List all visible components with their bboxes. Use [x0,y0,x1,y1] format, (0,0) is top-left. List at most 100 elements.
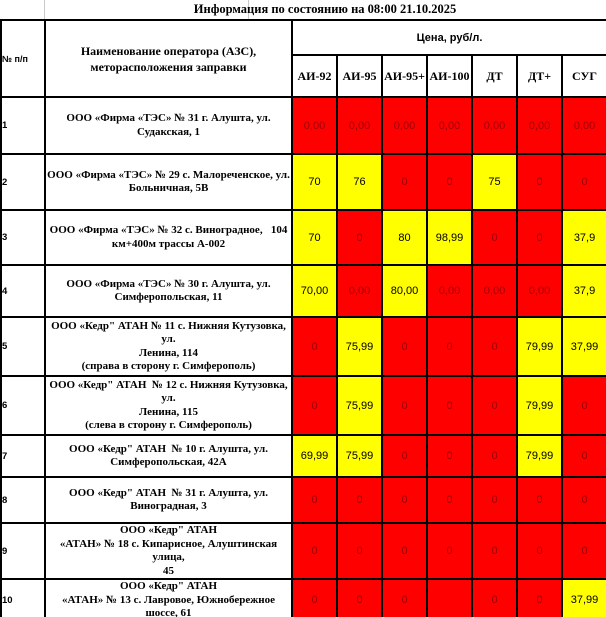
price-cell-СУГ: 0 [560,476,606,524]
price-cell-АИ-95+: 0 [381,434,428,478]
price-cell-АИ-100 [426,578,473,617]
price-cell-АИ-100: 0 [426,522,473,580]
fuel-column-header: ДТ [471,54,518,98]
price-cell-ДТ+: 0 [516,209,563,266]
price-cell-АИ-95+: 0 [381,375,428,436]
title-strip: Информация по состоянию на 08:00 21.10.2… [0,0,606,19]
price-cell-ДТ: 0 [471,316,518,377]
row-number: 2 [0,153,46,211]
row-number: 8 [0,476,46,524]
station-name: ООО «Кедр" АТАН «АТАН» № 13 с. Лавровое,… [44,578,293,617]
price-cell-АИ-100: 0,00 [426,264,473,318]
price-cell-СУГ: 0,00 [560,96,606,155]
price-cell-ДТ: 0 [471,522,518,580]
spreadsheet-gridline [248,0,249,19]
row-number: 5 [0,316,46,377]
table-row: 8 ООО «Кедр" АТАН № 31 г. Алушта, ул. Вин… [0,476,606,524]
price-cell-СУГ: 0 [560,522,606,580]
row-number: 1 [0,96,46,155]
price-cell-ДТ: 0,00 [471,264,518,318]
row-number: 3 [0,209,46,266]
fuel-column-header: ДТ+ [516,54,563,98]
price-cell-ДТ+: 0,00 [516,96,563,155]
price-cell-ДТ: 0 [471,434,518,478]
price-cell-АИ-92: 0 [291,522,338,580]
price-cell-ДТ+: 0,00 [516,264,563,318]
price-cell-ДТ: 0 [471,476,518,524]
price-cell-АИ-95: 0 [336,476,383,524]
price-cell-АИ-100: 0 [426,476,473,524]
table-row: 1 ООО «Фирма «ТЭС» № 31 г. Алушта, ул. Су… [0,96,606,155]
fuel-column-header: АИ-92 [291,54,338,98]
station-name: ООО «Фирма «ТЭС» № 32 с. Виноградное, 10… [44,209,293,266]
col-header-num: № п/п [0,19,46,98]
price-cell-АИ-95: 75,99 [336,434,383,478]
price-cell-АИ-95: 0,00 [336,96,383,155]
station-name: ООО «Фирма «ТЭС» № 31 г. Алушта, ул. Суд… [44,96,293,155]
station-name: ООО «Кедр" АТАН «АТАН» № 18 с. Кипарисно… [44,522,293,580]
price-cell-АИ-100: 0 [426,153,473,211]
fuel-price-table: № п/п Наименование оператора (АЗС), мето… [0,19,606,617]
price-cell-ДТ+: 0 [516,476,563,524]
header-row-top: № п/п Наименование оператора (АЗС), мето… [0,19,606,98]
price-cell-АИ-100: 0,00 [426,96,473,155]
price-cell-АИ-95: 0 [336,578,383,617]
price-cell-ДТ+: 79,99 [516,316,563,377]
price-cell-ДТ+: 79,99 [516,375,563,436]
price-cell-ДТ: 0 [471,578,518,617]
report-title: Информация по состоянию на 08:00 21.10.2… [193,2,457,16]
row-number: 7 [0,434,46,478]
price-cell-АИ-92: 0 [291,578,338,617]
price-cell-ДТ+: 0 [516,153,563,211]
price-cell-АИ-95+: 0,00 [381,96,428,155]
price-cell-АИ-100: 0 [426,434,473,478]
price-cell-АИ-95: 75,99 [336,316,383,377]
spreadsheet-gridline [44,0,45,19]
col-header-operator: Наименование оператора (АЗС), метораспол… [44,19,293,98]
table-row: 3 ООО «Фирма «ТЭС» № 32 с. Виноградное, 1… [0,209,606,266]
table-row: 9 ООО «Кедр" АТАН «АТАН» № 18 с. Кипарисн… [0,522,606,580]
station-name: ООО «Кедр" АТАН № 10 г. Алушта, ул. Симф… [44,434,293,478]
price-cell-АИ-95+: 0 [381,522,428,580]
table-row: 6 ООО «Кедр" АТАН № 12 с. Нижняя Кутузовк… [0,375,606,436]
price-cell-ДТ+: 79,99 [516,434,563,478]
price-cell-ДТ: 0 [471,375,518,436]
fuel-column-header: АИ-95+ [381,54,428,98]
price-cell-АИ-100: 98,99 [426,209,473,266]
price-cell-СУГ: 37,99 [560,316,606,377]
fuel-column-header: АИ-95 [336,54,383,98]
price-cell-АИ-95+: 0 [381,578,428,617]
price-cell-АИ-92: 69,99 [291,434,338,478]
price-cell-СУГ: 0 [560,153,606,211]
price-cell-АИ-95+: 0 [381,153,428,211]
fuel-column-header: СУГ [560,54,606,98]
price-cell-АИ-95+: 80,00 [381,264,428,318]
price-cell-ДТ+: 0 [516,578,563,617]
price-cell-АИ-92: 70,00 [291,264,338,318]
price-cell-ДТ+: 0 [516,522,563,580]
row-number: 10 [0,578,46,617]
price-cell-АИ-100: 0 [426,316,473,377]
station-name: ООО «Кедр" АТАН № 31 г. Алушта, ул. Вино… [44,476,293,524]
price-cell-АИ-95: 76 [336,153,383,211]
row-number: 9 [0,522,46,580]
price-cell-СУГ: 0 [560,375,606,436]
price-cell-АИ-92: 0 [291,476,338,524]
row-number: 6 [0,375,46,436]
table-row: 4 ООО «Фирма «ТЭС» № 30 г. Алушта, ул. Си… [0,264,606,318]
price-cell-СУГ: 37,9 [560,209,606,266]
price-cell-АИ-92: 0 [291,375,338,436]
price-cell-АИ-95: 0 [336,522,383,580]
price-cell-СУГ: 37,9 [560,264,606,318]
price-cell-ДТ: 0 [471,209,518,266]
price-cell-АИ-95+: 80 [381,209,428,266]
row-number: 4 [0,264,46,318]
station-name: ООО «Кедр" АТАН № 12 с. Нижняя Кутузовка… [44,375,293,436]
station-name: ООО «Кедр" АТАН № 11 с. Нижняя Кутузовка… [44,316,293,377]
price-cell-СУГ: 0 [560,434,606,478]
table-row: 2 ООО «Фирма «ТЭС» № 29 с. Малореченское,… [0,153,606,211]
station-name: ООО «Фирма «ТЭС» № 30 г. Алушта, ул. Сим… [44,264,293,318]
price-cell-ДТ: 75 [471,153,518,211]
table-row: 7 ООО «Кедр" АТАН № 10 г. Алушта, ул. Сим… [0,434,606,478]
